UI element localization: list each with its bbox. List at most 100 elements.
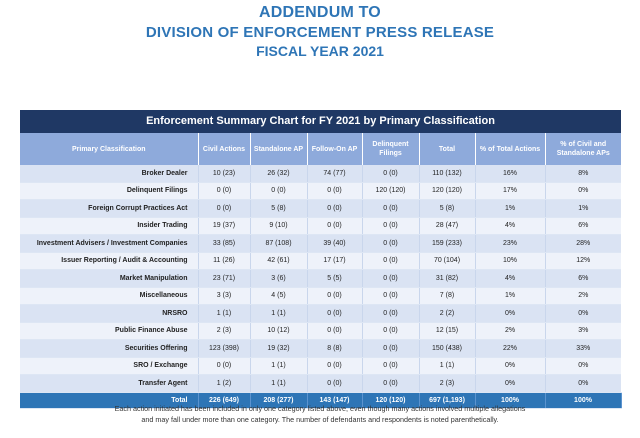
table-cell: 2 (3) — [419, 374, 476, 393]
table-cell: 17 (17) — [307, 252, 363, 270]
table-cell: 5 (8) — [419, 199, 476, 218]
footnote-line-1: Each action initiated has been included … — [114, 404, 526, 413]
column-header: % of Total Actions — [475, 133, 546, 165]
table-cell: 12% — [545, 252, 621, 270]
table-cell: 1% — [545, 199, 621, 218]
table-cell: 0% — [545, 374, 621, 393]
enforcement-summary-table: Enforcement Summary Chart for FY 2021 by… — [20, 110, 622, 409]
table-cell: 23% — [475, 234, 546, 253]
table-cell: 0 (0) — [198, 182, 251, 200]
table-cell: 120 (120) — [419, 182, 476, 200]
table-cell: 3% — [545, 322, 621, 340]
table-cell: 0 (0) — [307, 217, 363, 235]
table-cell: 17% — [475, 182, 546, 200]
row-label: Transfer Agent — [20, 374, 199, 393]
table-cell: 0% — [475, 357, 546, 375]
table-cell: 0 (0) — [362, 252, 420, 270]
table-cell: 0% — [475, 304, 546, 323]
column-header: Primary Classification — [20, 133, 199, 165]
table-cell: 12 (15) — [419, 322, 476, 340]
table-cell: 0 (0) — [307, 287, 363, 305]
table-cell: 3 (6) — [250, 269, 308, 288]
table-cell: 42 (61) — [250, 252, 308, 270]
table-cell: 33 (85) — [198, 234, 251, 253]
table-row: Investment Advisers / Investment Compani… — [20, 234, 621, 253]
table-cell: 1 (1) — [419, 357, 476, 375]
row-label: Public Finance Abuse — [20, 322, 199, 340]
table-row: Miscellaneous 3 (3) 4 (5) 0 (0) 0 (0) 7 (8) 1%… — [20, 287, 621, 305]
table-cell: 0 (0) — [362, 269, 420, 288]
row-label: Broker Dealer — [20, 165, 199, 183]
footnote-line-2: and may fall under more than one categor… — [141, 415, 499, 424]
column-header: Follow-On AP — [307, 133, 363, 165]
table-cell: 0 (0) — [307, 357, 363, 375]
table-cell: 23 (71) — [198, 269, 251, 288]
table-cell: 2% — [545, 287, 621, 305]
table-cell: 0 (0) — [307, 374, 363, 393]
table-cell: 123 (398) — [198, 339, 251, 358]
table-cell: 28 (47) — [419, 217, 476, 235]
table-cell: 7 (8) — [419, 287, 476, 305]
table-cell: 0 (0) — [198, 199, 251, 218]
table-cell: 74 (77) — [307, 165, 363, 183]
footnote: Each action initiated has been included … — [80, 403, 560, 425]
table-cell: 0 (0) — [307, 182, 363, 200]
table-cell: 0 (0) — [362, 339, 420, 358]
total-label: Total — [20, 392, 199, 409]
table-cell: 0 (0) — [307, 304, 363, 323]
table-cell: 8% — [545, 165, 621, 183]
table-cell: 22% — [475, 339, 546, 358]
table-cell: 0 (0) — [362, 304, 420, 323]
row-label: NRSRO — [20, 304, 199, 323]
table-cell: 0 (0) — [307, 322, 363, 340]
table-cell: 87 (108) — [250, 234, 308, 253]
total-cell: 208 (277) — [250, 392, 308, 409]
document-header: ADDENDUM TO DIVISION OF ENFORCEMENT PRES… — [0, 0, 640, 60]
table-row: NRSRO 1 (1) 1 (1) 0 (0) 0 (0) 2 (2) 0% 0% — [20, 304, 621, 323]
table-cell: 10% — [475, 252, 546, 270]
table-row: Securities Offering 123 (398) 19 (32) 8 (8)… — [20, 339, 621, 358]
table-row: Delinquent Filings 0 (0) 0 (0) 0 (0) 120 (12… — [20, 182, 621, 200]
table-cell: 5 (8) — [250, 199, 308, 218]
table-cell: 10 (12) — [250, 322, 308, 340]
table-cell: 0 (0) — [362, 165, 420, 183]
total-row: Total 226 (649) 208 (277) 143 (147) 120 (120… — [20, 392, 622, 409]
table-row: SRO / Exchange 0 (0) 1 (1) 0 (0) 0 (0) 1 (1) 0… — [20, 357, 621, 375]
total-cell: 143 (147) — [307, 392, 363, 409]
table-body: Broker Dealer 10 (23) 26 (32) 74 (77) 0 (0) 1… — [20, 165, 621, 393]
header-line-1: ADDENDUM TO — [259, 4, 381, 21]
table-cell: 120 (120) — [362, 182, 420, 200]
table-title: Enforcement Summary Chart for FY 2021 by… — [20, 110, 621, 133]
table-row: Issuer Reporting / Audit & Accounting 11 … — [20, 252, 621, 270]
table-cell: 2 (3) — [198, 322, 251, 340]
table-cell: 26 (32) — [250, 165, 308, 183]
table-cell: 8 (8) — [307, 339, 363, 358]
table-cell: 0% — [545, 182, 621, 200]
table-cell: 0 (0) — [198, 357, 251, 375]
table-cell: 0 (0) — [362, 217, 420, 235]
table-cell: 159 (233) — [419, 234, 476, 253]
table-cell: 33% — [545, 339, 621, 358]
table-cell: 1% — [475, 199, 546, 218]
table-cell: 70 (104) — [419, 252, 476, 270]
table-cell: 28% — [545, 234, 621, 253]
table-cell: 1% — [475, 287, 546, 305]
row-label: Market Manipulation — [20, 269, 199, 288]
table-row: Insider Trading 19 (37) 9 (10) 0 (0) 0 (0) 28… — [20, 217, 621, 235]
header-line-2: DIVISION OF ENFORCEMENT PRESS RELEASE — [145, 24, 495, 41]
table-row: Foreign Corrupt Practices Act 0 (0) 5 (8) 0… — [20, 199, 621, 218]
table-cell: 6% — [545, 217, 621, 235]
row-label: Foreign Corrupt Practices Act — [20, 199, 199, 218]
header-row: Primary Classification Civil Actions Stand… — [20, 133, 621, 165]
row-label: Issuer Reporting / Audit & Accounting — [20, 252, 199, 270]
total-cell: 100% — [545, 392, 622, 409]
row-label: Securities Offering — [20, 339, 199, 358]
table-cell: 3 (3) — [198, 287, 251, 305]
column-header: Civil Actions — [198, 133, 251, 165]
table-cell: 0 (0) — [362, 357, 420, 375]
table-cell: 0 (0) — [362, 287, 420, 305]
table-cell: 16% — [475, 165, 546, 183]
table-cell: 2 (2) — [419, 304, 476, 323]
table-cell: 4 (5) — [250, 287, 308, 305]
row-label: Delinquent Filings — [20, 182, 199, 200]
